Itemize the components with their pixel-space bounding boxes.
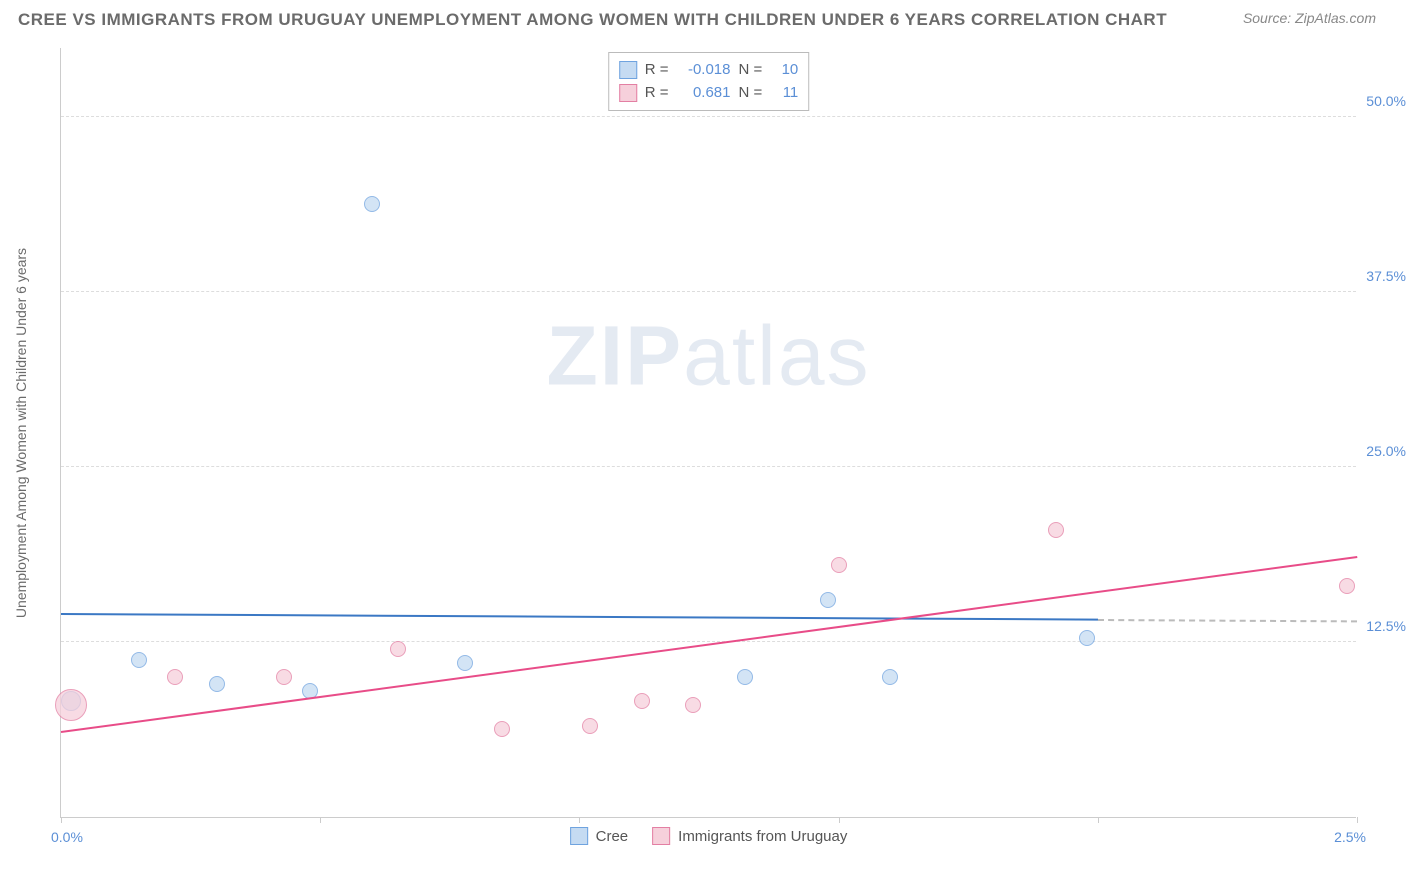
gridline — [61, 116, 1356, 117]
legend-swatch — [652, 827, 670, 845]
n-label: N = — [739, 82, 763, 105]
gridline — [61, 291, 1356, 292]
correlation-legend-box: R = -0.018 N = 10 R = 0.681 N = 11 — [608, 52, 810, 111]
gridline — [61, 641, 1356, 642]
n-value: 10 — [770, 59, 798, 82]
data-point — [1339, 578, 1355, 594]
r-label: R = — [645, 82, 669, 105]
data-point — [634, 693, 650, 709]
correlation-row: R = 0.681 N = 11 — [619, 82, 799, 105]
data-point — [457, 655, 473, 671]
trend-line — [61, 556, 1357, 733]
chart-title: CREE VS IMMIGRANTS FROM URUGUAY UNEMPLOY… — [18, 10, 1167, 30]
data-point — [131, 652, 147, 668]
data-point — [882, 669, 898, 685]
data-point — [55, 689, 87, 721]
data-point — [390, 641, 406, 657]
data-point — [209, 676, 225, 692]
legend-item: Cree — [570, 827, 629, 845]
watermark: ZIPatlas — [546, 307, 870, 404]
y-tick-label: 50.0% — [1366, 93, 1406, 109]
watermark-light: atlas — [683, 308, 870, 402]
data-point — [582, 718, 598, 734]
n-value: 11 — [770, 82, 798, 105]
y-axis-label: Unemployment Among Women with Children U… — [13, 247, 29, 617]
data-point — [831, 557, 847, 573]
data-point — [494, 721, 510, 737]
legend-label: Immigrants from Uruguay — [678, 828, 847, 845]
series-swatch — [619, 84, 637, 102]
legend-label: Cree — [596, 828, 629, 845]
data-point — [737, 669, 753, 685]
r-value: 0.681 — [677, 82, 731, 105]
data-point — [364, 196, 380, 212]
data-point — [685, 697, 701, 713]
gridline — [61, 466, 1356, 467]
series-legend: Cree Immigrants from Uruguay — [570, 827, 848, 845]
legend-swatch — [570, 827, 588, 845]
chart-header: CREE VS IMMIGRANTS FROM URUGUAY UNEMPLOY… — [18, 10, 1376, 30]
y-tick-label: 37.5% — [1366, 268, 1406, 284]
r-label: R = — [645, 59, 669, 82]
correlation-row: R = -0.018 N = 10 — [619, 59, 799, 82]
x-tick — [320, 817, 321, 823]
x-axis-min-label: 0.0% — [51, 829, 83, 845]
data-point — [1079, 630, 1095, 646]
x-tick — [1098, 817, 1099, 823]
chart-source: Source: ZipAtlas.com — [1243, 10, 1376, 26]
y-tick-label: 25.0% — [1366, 443, 1406, 459]
data-point — [167, 669, 183, 685]
data-point — [1048, 522, 1064, 538]
r-value: -0.018 — [677, 59, 731, 82]
trend-line — [61, 613, 1098, 621]
legend-item: Immigrants from Uruguay — [652, 827, 847, 845]
series-swatch — [619, 61, 637, 79]
trend-line-extension — [1098, 619, 1357, 622]
watermark-bold: ZIP — [546, 308, 683, 402]
x-axis-max-label: 2.5% — [1334, 829, 1366, 845]
y-tick-label: 12.5% — [1366, 618, 1406, 634]
chart-plot-area: ZIPatlas Unemployment Among Women with C… — [60, 48, 1356, 818]
x-tick — [61, 817, 62, 823]
n-label: N = — [739, 59, 763, 82]
x-tick — [1357, 817, 1358, 823]
x-tick — [839, 817, 840, 823]
data-point — [276, 669, 292, 685]
x-tick — [579, 817, 580, 823]
data-point — [820, 592, 836, 608]
